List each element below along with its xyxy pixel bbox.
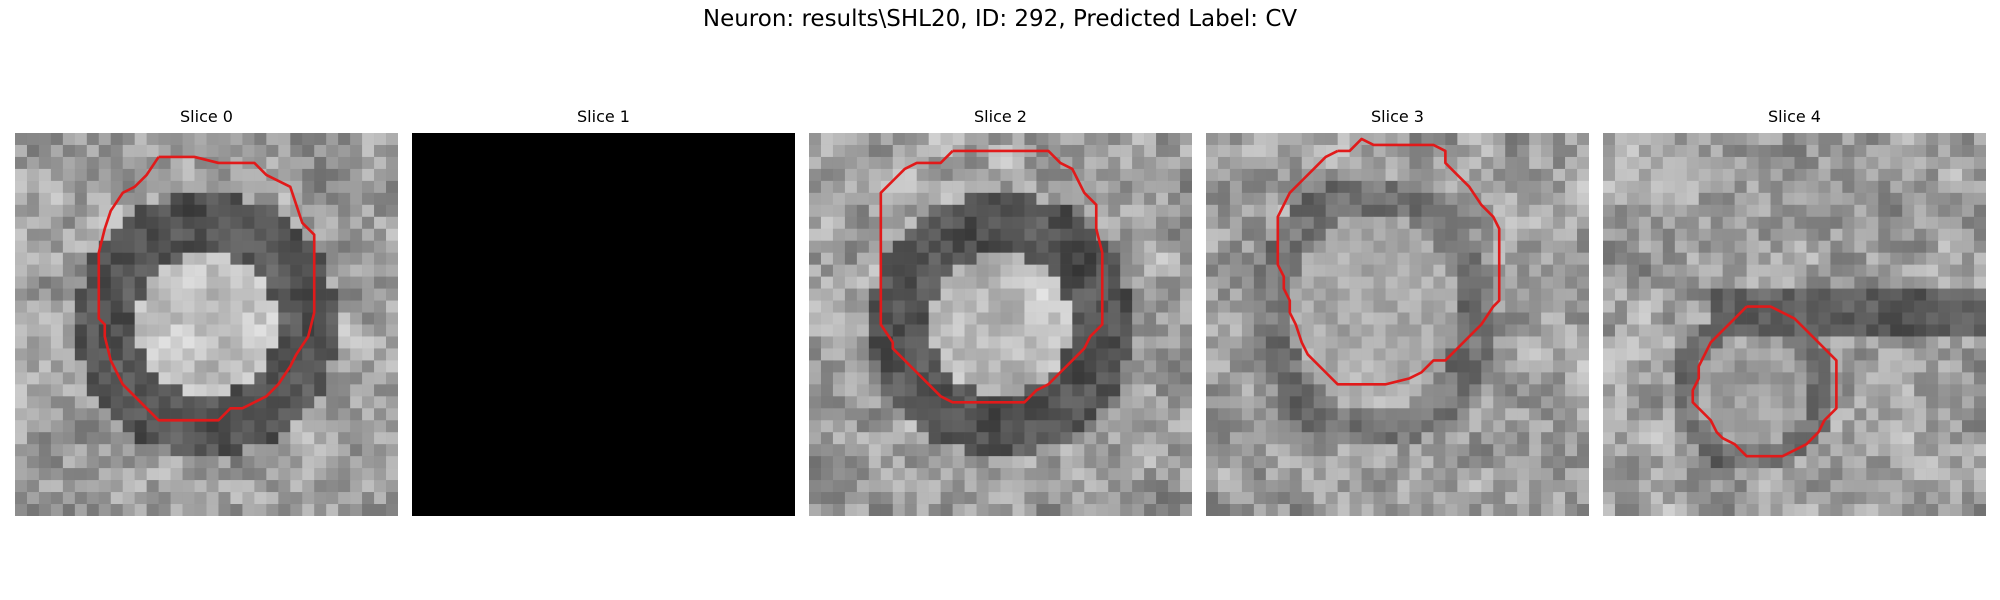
slice-title-4: Slice 4 (1768, 107, 1821, 126)
slice-title-3: Slice 3 (1371, 107, 1424, 126)
segmentation-contour (1276, 137, 1501, 386)
micrograph-pixels (15, 133, 398, 516)
slice-image-0 (15, 133, 398, 516)
micrograph-pixels (1603, 133, 1986, 516)
slice-title-1: Slice 1 (577, 107, 630, 126)
figure-title: Neuron: results\SHL20, ID: 292, Predicte… (702, 6, 1298, 32)
segmentation-contour (97, 155, 316, 422)
slice-image-1 (412, 133, 795, 516)
segmentation-contour (1691, 305, 1838, 458)
slice-image-4 (1603, 133, 1986, 516)
blank-slice-fill (412, 133, 795, 516)
slice-title-2: Slice 2 (974, 107, 1027, 126)
slice-title-0: Slice 0 (180, 107, 233, 126)
micrograph-pixels (1206, 133, 1589, 516)
micrograph-pixels (809, 133, 1192, 516)
slice-image-3 (1206, 133, 1589, 516)
segmentation-contour (879, 149, 1104, 404)
slice-image-2 (809, 133, 1192, 516)
